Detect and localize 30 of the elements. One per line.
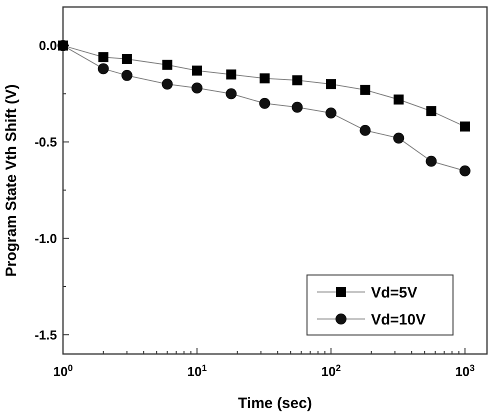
- point: [426, 156, 437, 167]
- legend-label: Vd=10V: [371, 311, 426, 328]
- point: [259, 98, 270, 109]
- point: [292, 102, 303, 113]
- x-tick-label: 10$^{1}$: [187, 363, 207, 379]
- point: [226, 88, 237, 100]
- point: [360, 84, 370, 95]
- y-tick-label: 0.0: [38, 38, 57, 54]
- legend-label: Vd=5V: [371, 284, 418, 302]
- point: [226, 69, 236, 80]
- x-axis-title: Time (sec): [238, 395, 312, 412]
- point: [326, 79, 336, 90]
- x-tick-label: 10$^{0}$: [53, 363, 73, 379]
- point: [360, 124, 371, 136]
- point: [191, 82, 202, 94]
- point: [394, 94, 404, 105]
- point: [459, 165, 470, 176]
- point: [192, 66, 202, 76]
- y-tick-label: -1.5: [34, 327, 57, 342]
- point: [260, 73, 270, 84]
- y-tick-label: -0.5: [34, 134, 57, 150]
- y-axis-title: Program State Vth Shift (V): [3, 84, 20, 277]
- point: [325, 108, 336, 119]
- x-tick-label: 10$^{2}$: [321, 363, 341, 379]
- point: [393, 132, 404, 144]
- point: [426, 106, 436, 116]
- y-tick-label: -1.0: [34, 230, 57, 246]
- point: [292, 75, 302, 86]
- point: [460, 122, 470, 132]
- x-tick-label: 10$^{3}$: [455, 363, 475, 379]
